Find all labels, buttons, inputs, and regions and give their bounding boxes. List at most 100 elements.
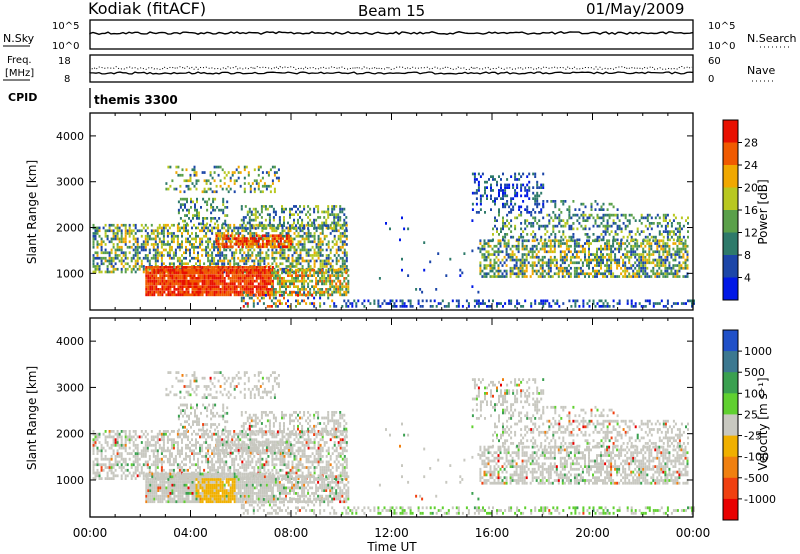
power-cell	[167, 279, 170, 283]
power-cell	[245, 288, 248, 291]
power-cell	[289, 271, 291, 275]
power-cell	[148, 259, 151, 263]
power-cell	[229, 271, 232, 275]
power-cell	[207, 271, 210, 275]
power-cell	[684, 244, 687, 248]
velocity-cell	[120, 477, 123, 480]
power-cell	[568, 213, 571, 217]
power-cell	[512, 197, 515, 200]
power-cell	[215, 190, 218, 194]
power-cell	[271, 234, 274, 238]
power-cell	[640, 213, 643, 217]
power-cell	[144, 243, 147, 246]
power-cell	[233, 182, 236, 185]
power-cell	[494, 202, 496, 206]
power-cell	[291, 245, 294, 249]
power-cell	[226, 200, 229, 204]
power-cell	[323, 265, 326, 268]
power-cell	[106, 259, 109, 263]
velocity-cell	[118, 452, 121, 455]
power-cell	[118, 226, 121, 230]
power-cell	[100, 237, 103, 241]
velocity-cell	[106, 435, 109, 439]
power-cell	[515, 264, 518, 267]
power-cell	[124, 256, 127, 260]
power-cell	[283, 248, 286, 252]
power-cell	[313, 288, 316, 291]
power-cell	[278, 224, 281, 227]
power-cell	[241, 268, 244, 272]
power-cell	[512, 235, 515, 239]
power-cell	[475, 197, 478, 200]
power-cell	[528, 180, 531, 184]
power-cell	[276, 282, 279, 286]
power-cell	[584, 213, 587, 217]
power-cell	[525, 239, 528, 243]
power-cell	[207, 240, 210, 244]
power-cell	[479, 197, 482, 200]
power-cell	[485, 275, 488, 278]
power-cell	[227, 271, 230, 275]
power-cell	[686, 253, 689, 256]
power-cell	[237, 245, 240, 249]
power-cell	[153, 277, 156, 280]
power-cell	[276, 277, 279, 280]
power-cell	[646, 261, 649, 265]
power-cell	[307, 223, 310, 227]
power-cell	[189, 251, 191, 255]
power-cell	[581, 261, 584, 265]
velocity-cell	[108, 435, 111, 439]
velocity-cell	[134, 466, 137, 469]
power-cell	[685, 219, 687, 222]
power-cell	[401, 216, 403, 220]
power-cell	[249, 256, 252, 260]
power-cell	[403, 305, 406, 308]
power-cell	[337, 248, 340, 252]
power-cell	[202, 222, 205, 226]
power-cell	[259, 271, 262, 275]
power-cell	[187, 237, 189, 241]
power-cell	[628, 261, 631, 265]
power-cell	[600, 261, 602, 265]
power-cell	[187, 232, 189, 235]
power-cell	[343, 234, 346, 238]
power-cell	[309, 259, 312, 263]
power-cell	[614, 255, 617, 259]
power-cell	[92, 234, 95, 238]
velocity-cell	[92, 449, 95, 453]
power-cell	[151, 288, 154, 291]
power-cell	[297, 288, 299, 291]
power-cell	[313, 223, 316, 227]
power-cell	[575, 275, 578, 278]
power-cell	[517, 244, 520, 248]
power-cell	[588, 235, 591, 239]
power-cell	[497, 239, 500, 243]
power-cell	[94, 267, 97, 271]
velocity-cell	[114, 460, 117, 464]
power-cell	[630, 302, 633, 305]
power-cell	[377, 299, 380, 303]
power-cell	[656, 244, 659, 248]
power-cell	[181, 245, 183, 249]
power-cell	[264, 291, 267, 294]
power-cell	[481, 269, 484, 273]
power-cell	[584, 224, 587, 228]
power-cell	[349, 302, 352, 305]
power-cell	[604, 269, 607, 273]
power-cell	[171, 266, 174, 269]
power-cell	[239, 251, 242, 255]
power-cell	[140, 262, 143, 266]
velocity-cell	[104, 477, 107, 480]
power-cell	[229, 282, 232, 286]
power-cell	[96, 267, 99, 271]
power-cell	[295, 277, 297, 280]
power-cell	[668, 250, 671, 254]
power-cell	[606, 227, 609, 231]
power-cell	[520, 222, 523, 225]
power-cell	[628, 272, 631, 276]
power-cell	[96, 265, 99, 268]
power-cell	[333, 288, 336, 291]
power-cell	[293, 221, 295, 225]
power-cell	[183, 282, 186, 286]
power-cell	[162, 262, 165, 266]
